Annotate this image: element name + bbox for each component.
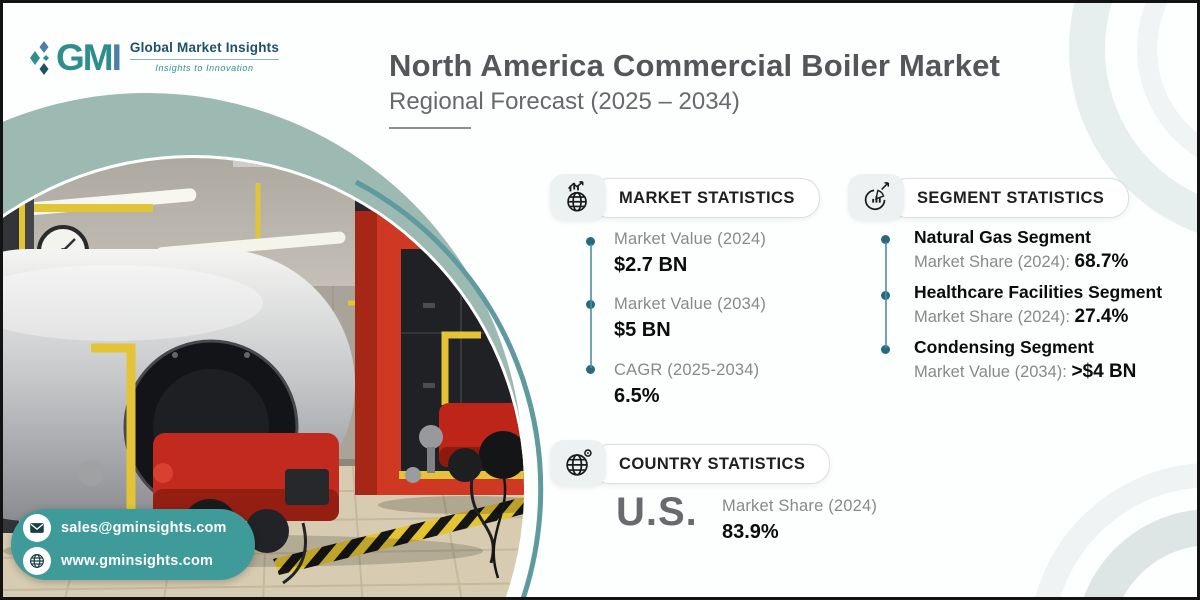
gmi-diamond-icon xyxy=(30,41,49,75)
website-text: www.gminsights.com xyxy=(61,553,214,569)
page-subtitle: Regional Forecast (2025 – 2034) xyxy=(389,88,740,115)
stat-value: >$4 BN xyxy=(1071,361,1137,382)
stat-label: Market Value (2034) xyxy=(614,295,767,313)
segment-title: Condensing Segment xyxy=(914,337,1094,357)
country-statistics-panel: COUNTRY STATISTICS U.S. Market Share (20… xyxy=(550,440,950,560)
globe-pin-icon xyxy=(550,440,606,486)
stat-value: 83.9% xyxy=(722,521,779,543)
segment-stat: Market Share (2024): 68.7% xyxy=(914,251,1128,273)
segment-title: Healthcare Facilities Segment xyxy=(914,282,1163,302)
globe-icon xyxy=(23,547,51,575)
email-text: sales@gminsights.com xyxy=(61,520,227,536)
bullet-dot xyxy=(586,365,595,374)
market-statistics-heading: MARKET STATISTICS xyxy=(590,178,820,218)
stat-label: Market Share (2024): xyxy=(914,308,1075,326)
stat-value: $2.7 BN xyxy=(614,254,688,276)
brand-name: Global Market Insights xyxy=(129,40,280,60)
email-link[interactable]: sales@gminsights.com xyxy=(23,514,255,542)
country-statistics-header: COUNTRY STATISTICS xyxy=(550,440,950,486)
stat-label: Market Share (2024): xyxy=(914,253,1075,271)
corner-ring-decorations xyxy=(1035,3,1197,597)
stat-value: 68.7% xyxy=(1074,251,1129,272)
country-statistics-heading: COUNTRY STATISTICS xyxy=(590,444,831,484)
segment-statistics-heading: SEGMENT STATISTICS xyxy=(888,178,1130,218)
website-link[interactable]: www.gminsights.com xyxy=(23,547,255,575)
segment-statistics-panel: SEGMENT STATISTICS Natural Gas Segment M… xyxy=(848,174,1188,414)
title-underline xyxy=(389,127,471,129)
silver-boiler xyxy=(3,249,355,585)
bullet-dot xyxy=(881,235,890,244)
segment-title: Natural Gas Segment xyxy=(914,227,1091,247)
contact-card: sales@gminsights.com www.gminsights.com xyxy=(11,509,255,580)
envelope-icon xyxy=(23,514,51,542)
segment-statistics-header: SEGMENT STATISTICS xyxy=(848,174,1188,220)
gmi-logo: GMI Global Market Insights Insights to I… xyxy=(29,37,280,79)
bullet-dot xyxy=(586,237,595,246)
bullet-connector-line xyxy=(885,242,887,348)
stat-label: Market Value (2034): xyxy=(914,363,1072,381)
market-value-2024-item: Market Value (2024) $2.7 BN xyxy=(614,229,766,278)
segment-stat: Market Share (2024): 27.4% xyxy=(914,306,1162,328)
globe-chart-icon xyxy=(550,174,606,220)
stat-label: Market Value (2024) xyxy=(614,230,767,248)
stat-value: 27.4% xyxy=(1074,306,1129,327)
page-title: North America Commercial Boiler Market xyxy=(389,48,1001,83)
bullet-connector-line xyxy=(590,244,592,368)
us-market-share-item: Market Share (2024) 83.9% xyxy=(722,496,877,545)
market-statistics-panel: MARKET STATISTICS Market Value (2024) $2… xyxy=(550,174,850,414)
gmi-letters: GMI xyxy=(56,37,122,78)
boiler-room-photo xyxy=(3,3,1197,597)
stat-label: Market Share (2024) xyxy=(722,497,878,515)
stat-label: CAGR (2025-2034) xyxy=(614,361,760,379)
natural-gas-segment-item: Natural Gas Segment Market Share (2024):… xyxy=(914,226,1128,273)
condensing-segment-item: Condensing Segment Market Value (2034): … xyxy=(914,336,1136,383)
bullet-dot xyxy=(881,345,890,354)
country-name: U.S. xyxy=(616,490,698,534)
teal-outline-arc xyxy=(354,179,544,597)
market-statistics-header: MARKET STATISTICS xyxy=(550,174,850,220)
pie-chart-arrow-icon xyxy=(848,174,904,220)
title-block: North America Commercial Boiler Market R… xyxy=(389,47,1000,129)
segment-stat: Market Value (2034): >$4 BN xyxy=(914,361,1136,383)
gmi-logo-mark: GMI xyxy=(29,37,122,79)
cagr-item: CAGR (2025-2034) 6.5% xyxy=(614,360,759,409)
brand-tagline: Insights to Innovation xyxy=(155,63,254,73)
stat-value: $5 BN xyxy=(614,319,671,341)
market-value-2034-item: Market Value (2034) $5 BN xyxy=(614,294,766,343)
healthcare-facilities-segment-item: Healthcare Facilities Segment Market Sha… xyxy=(914,281,1162,328)
stat-value: 6.5% xyxy=(614,385,660,407)
